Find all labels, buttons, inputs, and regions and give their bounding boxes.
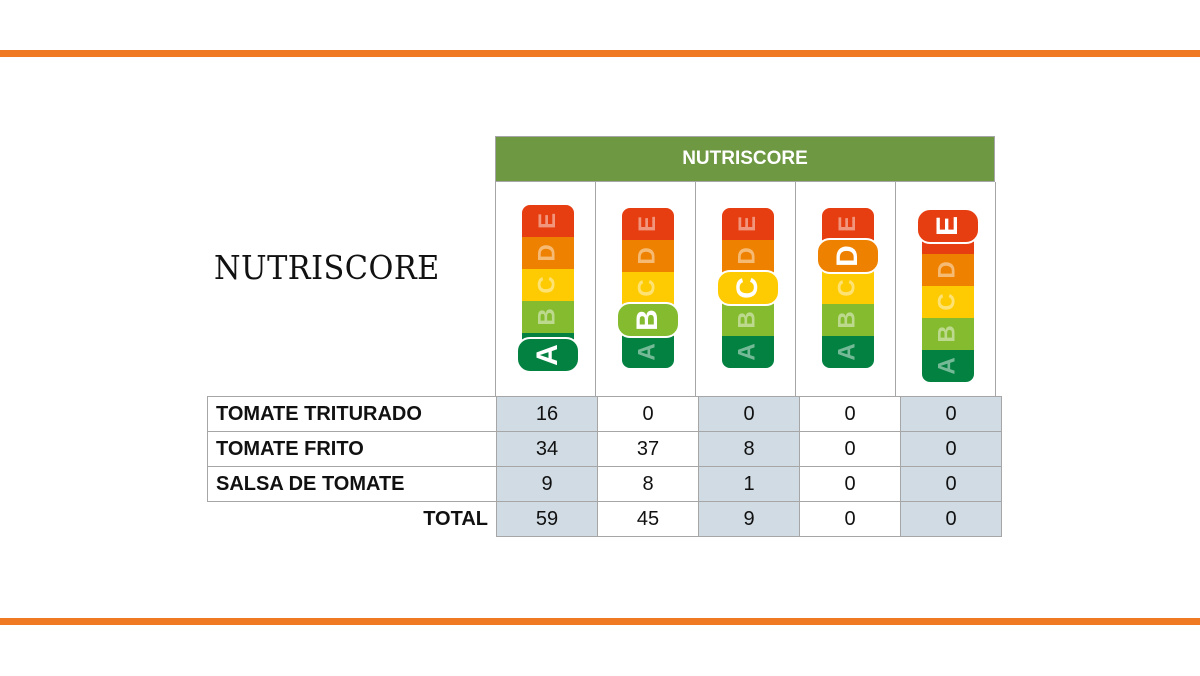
cell-b: 8: [597, 466, 699, 502]
cell-e: 0: [900, 466, 1002, 502]
grade-letter: E: [633, 215, 661, 233]
grade-letter-highlight: E: [930, 215, 964, 237]
highlight-pill-e: E: [916, 208, 980, 244]
highlight-pill-c: C: [716, 270, 780, 306]
total-row: TOTAL 59 45 9 0 0: [208, 501, 1002, 537]
grade-letter: E: [833, 215, 861, 233]
badge-cell-b: EDCBAB: [596, 182, 696, 396]
grade-letter: B: [934, 325, 961, 343]
grade-letter: A: [634, 343, 661, 361]
grade-letter-highlight: D: [830, 245, 864, 267]
cell-d: 0: [799, 431, 901, 467]
cell-e: 0: [900, 501, 1002, 537]
cell-a: 59: [496, 501, 598, 537]
cell-b: 37: [597, 431, 699, 467]
nutriscore-table: TOMATE TRITURADO 16 0 0 0 0 TOMATE FRITO 34 37 8 0…: [207, 396, 1002, 537]
grade-letter: A: [834, 343, 861, 361]
grade-letter: A: [934, 357, 961, 375]
table-row: SALSA DE TOMATE 9 8 1 0 0: [207, 466, 1002, 502]
grade-letter-highlight: A: [530, 344, 564, 366]
table-header: NUTRISCORE: [495, 136, 995, 182]
cell-d: 0: [799, 396, 901, 432]
bottom-rule: [0, 618, 1200, 625]
grade-letter-highlight: C: [730, 277, 764, 299]
badge-cell-c: EDCBAC: [696, 182, 796, 396]
cell-a: 34: [496, 431, 598, 467]
grade-letter: D: [634, 247, 661, 265]
grade-letter: B: [734, 311, 761, 329]
grade-letter: C: [634, 279, 661, 297]
grade-letter: C: [834, 279, 861, 297]
grade-letter: B: [534, 308, 561, 326]
grade-letter: D: [734, 247, 761, 265]
side-title: NUTRISCORE: [214, 248, 440, 287]
cell-d: 0: [799, 501, 901, 537]
badge-cell-a: EDCBAA: [496, 182, 596, 396]
cell-c: 8: [698, 431, 800, 467]
top-rule: [0, 50, 1200, 57]
cell-a: 9: [496, 466, 598, 502]
grade-letter: C: [934, 293, 961, 311]
row-label: TOMATE TRITURADO: [207, 396, 497, 432]
cell-a: 16: [496, 396, 598, 432]
cell-d: 0: [799, 466, 901, 502]
cell-b: 0: [597, 396, 699, 432]
cell-c: 9: [698, 501, 800, 537]
grade-letter: C: [534, 276, 561, 294]
grade-letter: D: [534, 244, 561, 262]
table-row: TOMATE FRITO 34 37 8 0 0: [207, 431, 1002, 467]
grade-letter: E: [733, 215, 761, 233]
row-label: TOTAL: [423, 507, 488, 530]
grade-letter: B: [834, 311, 861, 329]
grade-letter-highlight: B: [630, 309, 664, 331]
grade-letter: E: [533, 212, 561, 230]
row-label: SALSA DE TOMATE: [207, 466, 497, 502]
cell-c: 1: [698, 466, 800, 502]
grade-letter: D: [934, 261, 961, 279]
row-label: TOMATE FRITO: [207, 431, 497, 467]
cell-b: 45: [597, 501, 699, 537]
cell-e: 0: [900, 396, 1002, 432]
highlight-pill-a: A: [516, 337, 580, 373]
table-row: TOMATE TRITURADO 16 0 0 0 0: [207, 396, 1002, 432]
nutriscore-badges-row: EDCBAAEDCBABEDCBACEDCBADEDCBAE: [495, 182, 996, 396]
badge-cell-d: EDCBAD: [796, 182, 896, 396]
cell-c: 0: [698, 396, 800, 432]
cell-e: 0: [900, 431, 1002, 467]
highlight-pill-d: D: [816, 238, 880, 274]
grade-letter: A: [734, 343, 761, 361]
highlight-pill-b: B: [616, 302, 680, 338]
